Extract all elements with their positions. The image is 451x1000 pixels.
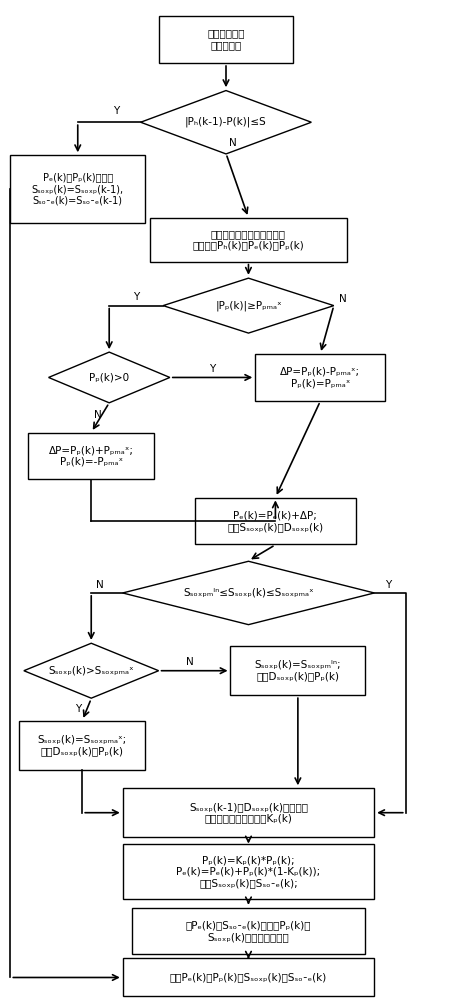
Text: Y: Y — [384, 580, 390, 590]
FancyBboxPatch shape — [255, 354, 385, 401]
Text: 对Pₑ(k)、Sₛₒ⁃ₑ(k)进行与Pₚ(k)、
Sₛₒₓₚ(k)类似的越限判断: 对Pₑ(k)、Sₛₒ⁃ₑ(k)进行与Pₚ(k)、 Sₛₒₓₚ(k)类似的越限判断 — [185, 920, 311, 942]
Polygon shape — [140, 91, 311, 154]
Polygon shape — [48, 352, 170, 403]
Text: |Pₚ(k)|≥Pₚₘₐˣ: |Pₚ(k)|≥Pₚₘₐˣ — [215, 300, 281, 311]
Text: N: N — [338, 294, 346, 304]
FancyBboxPatch shape — [28, 433, 154, 479]
Text: 输出Pₑ(k)、Pₚ(k)、Sₛₒₓₚ(k)、Sₛₒ⁃ₑ(k): 输出Pₑ(k)、Pₚ(k)、Sₛₒₓₚ(k)、Sₛₒ⁃ₑ(k) — [170, 972, 327, 982]
Text: Y: Y — [74, 704, 81, 714]
Polygon shape — [163, 278, 333, 333]
Text: |Pₕ(k-1)-P(k)|≤S: |Pₕ(k-1)-P(k)|≤S — [185, 117, 266, 127]
Text: Sₛₒₓₚ(k)=Sₛₒₓₚₘᴵⁿ;
计算Dₛₒₓₚ(k)、Pₚ(k): Sₛₒₓₚ(k)=Sₛₒₓₚₘᴵⁿ; 计算Dₛₒₓₚ(k)、Pₚ(k) — [254, 660, 341, 682]
FancyBboxPatch shape — [122, 788, 373, 837]
Text: 获取数据、初
始化各变量: 获取数据、初 始化各变量 — [207, 29, 244, 50]
Text: N: N — [94, 410, 101, 420]
FancyBboxPatch shape — [194, 498, 355, 544]
FancyBboxPatch shape — [19, 721, 145, 770]
Polygon shape — [24, 643, 158, 698]
Text: Pₑ(k)、Pₚ(k)为零，
Sₛₒₓₚ(k)=Sₛₒₓₚ(k-1),
Sₛₒ⁃ₑ(k)=Sₛₒ⁃ₑ(k-1): Pₑ(k)、Pₚ(k)为零， Sₛₒₓₚ(k)=Sₛₒₓₚ(k-1), Sₛₒ⁃… — [32, 172, 124, 206]
Text: Y: Y — [209, 364, 215, 374]
Text: Sₛₒₓₚ(k)>Sₛₒₓₚₘₐˣ: Sₛₒₓₚ(k)>Sₛₒₓₚₘₐˣ — [48, 666, 134, 676]
Text: Pₑ(k)=Pₑ(k)+ΔP;
计算Sₛₒₓₚ(k)、Dₛₒₓₚ(k): Pₑ(k)=Pₑ(k)+ΔP; 计算Sₛₒₓₚ(k)、Dₛₒₓₚ(k) — [227, 510, 323, 532]
FancyBboxPatch shape — [10, 155, 145, 223]
Text: Sₛₒₓₚ(k)=Sₛₒₓₚₘₐˣ;
计算Dₛₒₓₚ(k)、Pₚ(k): Sₛₒₓₚ(k)=Sₛₒₓₚₘₐˣ; 计算Dₛₒₓₚ(k)、Pₚ(k) — [37, 734, 127, 756]
FancyBboxPatch shape — [230, 646, 364, 695]
FancyBboxPatch shape — [122, 844, 373, 899]
Text: Sₛₒₓₚ(k-1)、Dₛₒₓₚ(k)作为模糊
控制模块的输入，输出Kₚ(k): Sₛₒₓₚ(k-1)、Dₛₒₓₚ(k)作为模糊 控制模块的输入，输出Kₚ(k) — [189, 802, 307, 823]
FancyBboxPatch shape — [131, 908, 364, 954]
Text: N: N — [228, 138, 236, 148]
Text: N: N — [186, 657, 193, 667]
Text: Sₛₒₓₚₘᴵⁿ≤Sₛₒₓₚ(k)≤Sₛₒₓₚₘₐˣ: Sₛₒₓₚₘᴵⁿ≤Sₛₒₓₚ(k)≤Sₛₒₓₚₘₐˣ — [183, 588, 313, 598]
Text: Pₚ(k)=Kₚ(k)*Pₚ(k);
Pₑ(k)=Pₑ(k)+Pₚ(k)*(1-Kₚ(k));
计算Sₛₒₓₚ(k)、Sₛₒ⁃ₑ(k);: Pₚ(k)=Kₚ(k)*Pₚ(k); Pₑ(k)=Pₑ(k)+Pₚ(k)*(1-… — [176, 855, 320, 888]
Text: Y: Y — [113, 106, 119, 116]
Text: N: N — [96, 580, 104, 590]
Polygon shape — [122, 561, 373, 625]
Text: ΔP=Pₚ(k)-Pₚₘₐˣ;
Pₚ(k)=Pₚₘₐˣ: ΔP=Pₚ(k)-Pₚₘₐˣ; Pₚ(k)=Pₚₘₐˣ — [280, 367, 359, 388]
Text: 对数据进行小波包分解并重
构，计算Pₕ(k)、Pₑ(k)、Pₚ(k): 对数据进行小波包分解并重 构，计算Pₕ(k)、Pₑ(k)、Pₚ(k) — [192, 229, 304, 251]
Text: ΔP=Pₚ(k)+Pₚₘₐˣ;
Pₚ(k)=-Pₚₘₐˣ: ΔP=Pₚ(k)+Pₚₘₐˣ; Pₚ(k)=-Pₚₘₐˣ — [49, 445, 133, 467]
FancyBboxPatch shape — [149, 218, 346, 262]
Text: Y: Y — [133, 292, 139, 302]
FancyBboxPatch shape — [122, 958, 373, 996]
Text: Pₚ(k)>0: Pₚ(k)>0 — [89, 372, 129, 382]
FancyBboxPatch shape — [158, 16, 293, 63]
